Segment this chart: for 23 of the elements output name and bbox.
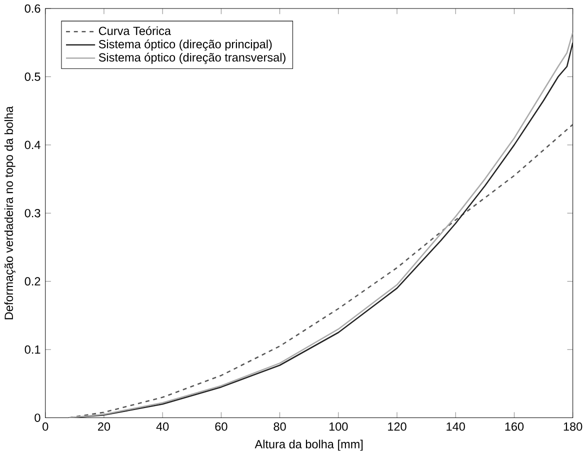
x-tick-label: 100 bbox=[329, 422, 348, 431]
x-axis-title: Altura da bolha [mm] bbox=[254, 440, 363, 451]
y-tick-label: 0.3 bbox=[24, 208, 40, 218]
y-tick-label: 0.6 bbox=[24, 4, 40, 13]
x-tick-label: 120 bbox=[388, 422, 406, 431]
y-tick-label: 0.1 bbox=[24, 345, 40, 354]
x-tick-label: 40 bbox=[156, 422, 169, 431]
y-tick-label: 0.2 bbox=[24, 277, 40, 286]
line-series bbox=[68, 124, 573, 418]
legend-label: Sistema óptico (direção principal) bbox=[98, 40, 272, 51]
x-tick-label: 20 bbox=[98, 422, 110, 431]
x-tick-label: 60 bbox=[215, 422, 228, 431]
y-tick-label: 0 bbox=[34, 414, 40, 422]
x-tick-label: 0 bbox=[42, 422, 48, 431]
x-tick-label: 140 bbox=[446, 422, 465, 431]
legend-label: Sistema óptico (direção transversal) bbox=[98, 52, 286, 64]
legend-label: Curva Teórica bbox=[98, 26, 171, 36]
x-tick-label: 160 bbox=[505, 422, 524, 431]
x-tick-label: 180 bbox=[564, 422, 582, 431]
y-tick-label: 0.5 bbox=[24, 72, 40, 81]
y-axis-title: Deformação verdadeira no topo da bolha bbox=[4, 106, 16, 320]
y-tick-label: 0.4 bbox=[24, 140, 40, 150]
x-tick-label: 80 bbox=[274, 422, 286, 431]
